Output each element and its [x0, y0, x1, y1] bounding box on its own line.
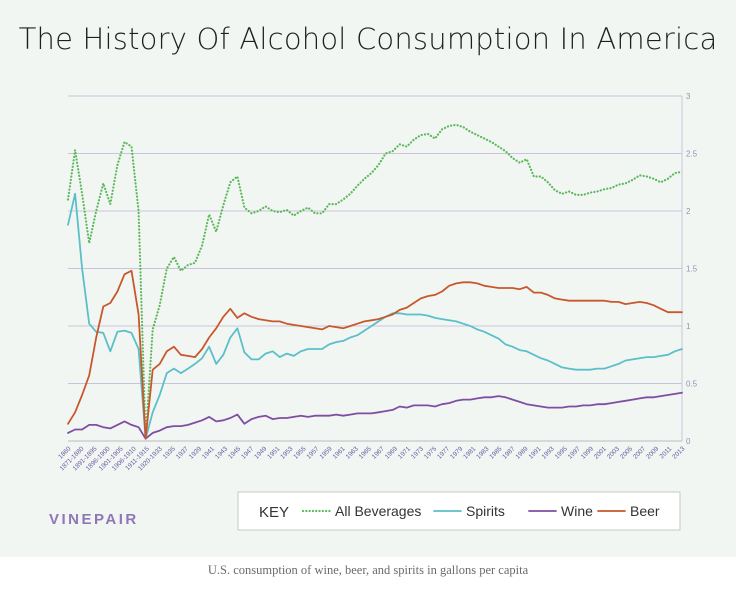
- x-tick-label: 1935: [162, 445, 177, 460]
- x-tick-label: 1999: [580, 445, 595, 460]
- x-tick-label: 1937: [175, 445, 190, 460]
- x-tick-label: 1987: [501, 445, 516, 460]
- x-tick-label: 1997: [567, 445, 582, 460]
- x-tick-label: 1977: [436, 445, 451, 460]
- x-tick-label: 1959: [319, 445, 334, 460]
- chart-title: The History Of Alcohol Consumption In Am…: [18, 22, 718, 56]
- y-tick-label: 2.5: [686, 150, 698, 159]
- x-tick-label: 1969: [384, 445, 399, 460]
- x-tick-label: 1949: [253, 445, 268, 460]
- legend: KEY All Beverages Spirits Wine Beer: [237, 491, 681, 531]
- legend-key-label: KEY: [259, 504, 289, 521]
- x-tick-label: 1947: [240, 445, 255, 460]
- x-tick-label: 2013: [671, 445, 686, 460]
- x-tick-label: 1953: [279, 445, 294, 460]
- y-tick-label: 0: [686, 437, 691, 446]
- x-tick-label: 1939: [188, 445, 203, 460]
- legend-label: Beer: [630, 503, 660, 519]
- x-tick-label: 1973: [410, 445, 425, 460]
- x-tick-label: 1967: [371, 445, 386, 460]
- x-tick-labels: 18601871-18801891-18951896-19001901-1905…: [57, 445, 686, 472]
- x-tick-label: 1957: [305, 445, 320, 460]
- x-tick-label: 1995: [554, 445, 569, 460]
- y-tick-label: 2: [686, 207, 691, 216]
- y-tick-label: 0.5: [686, 380, 698, 389]
- x-tick-label: 1985: [488, 445, 503, 460]
- x-tick-label: 1989: [514, 445, 529, 460]
- x-tick-label: 1951: [266, 445, 281, 460]
- line-chart: 0 0.5 1 1.5 2 2.5 3 18601871-18801891-18951896…: [49, 92, 698, 531]
- y-tick-label: 3: [686, 92, 691, 101]
- x-tick-label: 2011: [659, 445, 674, 460]
- x-tick-label: 2003: [606, 445, 621, 460]
- y-tick-label: 1.5: [686, 265, 698, 274]
- x-tick-label: 1991: [528, 445, 543, 460]
- x-tick-label: 1945: [227, 445, 242, 460]
- series-lines: [66, 123, 684, 440]
- legend-label: All Beverages: [335, 503, 421, 519]
- x-tick-label: 2009: [645, 445, 660, 460]
- x-tick-label: 1955: [292, 445, 307, 460]
- series-line-beer: [67, 269, 683, 440]
- x-tick-label: 1979: [449, 445, 464, 460]
- x-tick-label: 1943: [214, 445, 229, 460]
- x-tick-label: 1965: [358, 445, 373, 460]
- y-tick-labels: 0 0.5 1 1.5 2 2.5 3: [686, 92, 698, 446]
- x-tick-label: 2001: [593, 445, 608, 460]
- figure-caption: U.S. consumption of wine, beer, and spir…: [207, 563, 529, 577]
- vinepair-logo: VINEPAIR: [49, 511, 139, 528]
- legend-label: Spirits: [466, 503, 505, 519]
- x-tick-label: 1971: [397, 445, 412, 460]
- x-tick-label: 1981: [462, 445, 477, 460]
- x-tick-label: 1983: [475, 445, 490, 460]
- x-tick-label: 1941: [201, 445, 216, 460]
- x-tick-label: 2005: [619, 445, 634, 460]
- grid-lines: [68, 95, 683, 442]
- series-line-wine: [67, 391, 683, 440]
- legend-label: Wine: [561, 503, 593, 519]
- x-tick-label: 1963: [345, 445, 360, 460]
- x-tick-label: 2007: [632, 445, 647, 460]
- x-tick-label: 1993: [541, 445, 556, 460]
- x-tick-label: 1961: [332, 445, 347, 460]
- series-line-spirits: [67, 192, 683, 440]
- x-tick-label: 1975: [423, 445, 438, 460]
- y-tick-label: 1: [686, 322, 691, 331]
- series-line-all-beverages: [66, 123, 684, 440]
